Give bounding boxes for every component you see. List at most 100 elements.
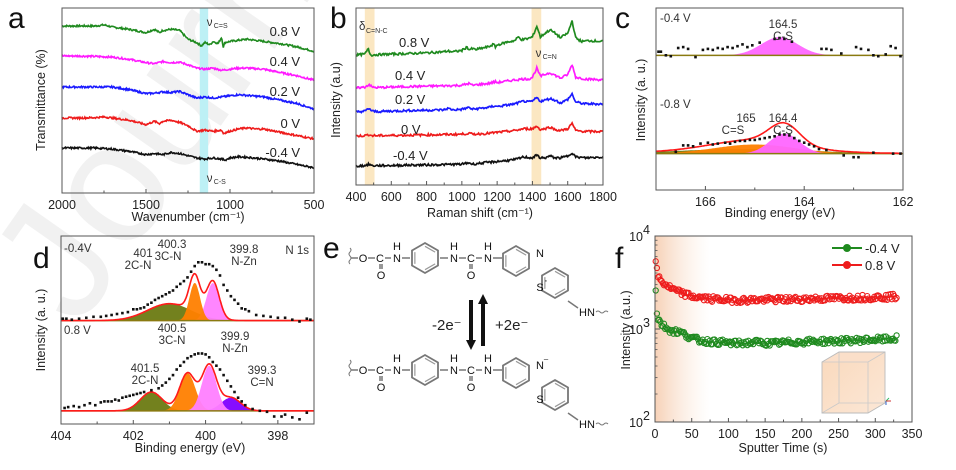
data-point (778, 36, 781, 40)
panel-letter-b: b (330, 2, 347, 35)
data-point (132, 393, 135, 397)
series-label: 0.8 V (399, 35, 430, 50)
x-tick-label: 400 (195, 429, 216, 443)
data-point (716, 142, 720, 145)
peak-C-S (656, 133, 903, 154)
x-tick-label: 100 (718, 427, 739, 441)
spectrum-label: -0.8 V (660, 99, 691, 111)
atom-h: H (393, 241, 401, 253)
data-point (99, 315, 103, 319)
highlight-bands (364, 8, 542, 185)
data-point (686, 144, 690, 147)
data-point (115, 312, 119, 316)
data-point (813, 338, 820, 345)
data-point (72, 404, 75, 408)
series-line (355, 20, 604, 58)
benzene-ring (411, 241, 439, 275)
data-point (171, 289, 175, 292)
peak-annotation-label: 2C-N (125, 260, 152, 272)
series-line (61, 145, 315, 170)
data-point (884, 53, 887, 56)
data-point (160, 294, 164, 298)
atom-c: C (376, 253, 384, 265)
data-point (783, 133, 786, 136)
panel-f-tof-sims: f 0 50 100 150 200 250 300 350 (615, 223, 922, 455)
legend-marker (843, 261, 851, 269)
data-point (272, 415, 276, 418)
peak-3C-N (61, 283, 314, 321)
data-point (65, 317, 68, 320)
double-bond (515, 360, 527, 368)
data-point (699, 142, 702, 145)
data-point (653, 264, 661, 272)
data-point (83, 403, 86, 407)
y-axis-label: Transmittance (%) (34, 49, 48, 151)
data-point (657, 50, 660, 53)
data-point (142, 306, 146, 309)
data-point (790, 40, 794, 43)
data-point (160, 384, 164, 387)
data-point (251, 407, 254, 411)
x-tick-label: 1000 (448, 190, 476, 204)
data-point (872, 151, 875, 154)
atom-c: C (376, 365, 384, 377)
atom-s: S (536, 394, 543, 406)
data-point (179, 282, 182, 286)
x-tick-label: 2000 (48, 198, 76, 212)
y-tick-label: 10 (629, 416, 643, 430)
y-axis-label: Intensity (a. u.) (34, 289, 48, 372)
data-point (164, 381, 168, 384)
data-point (669, 54, 673, 58)
x-axis-label: Raman shift (cm⁻¹) (427, 206, 533, 220)
data-point (291, 416, 294, 419)
panel-title: N 1s (285, 245, 309, 257)
data-point (168, 291, 171, 294)
data-point (61, 317, 65, 320)
data-point (728, 142, 732, 145)
data-point (891, 152, 895, 155)
x-tick-label: 600 (381, 190, 402, 204)
data-point (269, 315, 272, 319)
series-label: 0.4 V (395, 68, 426, 83)
atom-s: S (536, 282, 543, 294)
data-point (893, 294, 900, 302)
data-point (150, 388, 153, 392)
peak-C-S (656, 37, 903, 56)
peak-annotation-value: 400.3 (158, 239, 187, 251)
data-point (229, 385, 233, 388)
data-point (117, 399, 121, 402)
data-point (773, 135, 776, 138)
series-label: 0.8 V (270, 24, 301, 39)
data-point (788, 134, 791, 137)
data-point (262, 314, 265, 318)
data-point (683, 289, 690, 296)
reduction-arrow-head (466, 340, 476, 350)
data-point (135, 392, 139, 396)
data-point (691, 145, 695, 148)
data-point (258, 409, 262, 413)
data-point (681, 144, 685, 147)
data-point (186, 276, 189, 279)
redox-arrows: -2e⁻ +2e⁻ (432, 294, 528, 350)
legend-marker (843, 244, 851, 252)
annotation-nu-c=s: ν (207, 17, 213, 29)
data-point (247, 309, 251, 313)
atom-o: O (377, 382, 386, 394)
data-point (664, 54, 668, 57)
data-point (200, 352, 204, 355)
data-point (674, 150, 678, 154)
data-point (768, 135, 771, 139)
atom-c: C (467, 253, 475, 265)
atom-n: N (450, 365, 458, 377)
bond (567, 300, 579, 309)
data-point (106, 400, 110, 403)
panel-b-raman: b 0.8 V 0.4 V 0.2 V 0 V -0.4 V δ C=N-C ν C=N 40… (329, 2, 617, 220)
phenothiazine-ring-left (502, 356, 530, 390)
data-point (175, 285, 178, 289)
data-point (124, 395, 128, 398)
panel-letter-e: e (323, 232, 340, 265)
spectrum-label: -0.4V (64, 243, 92, 255)
double-bond (554, 270, 566, 278)
bond (567, 412, 579, 421)
